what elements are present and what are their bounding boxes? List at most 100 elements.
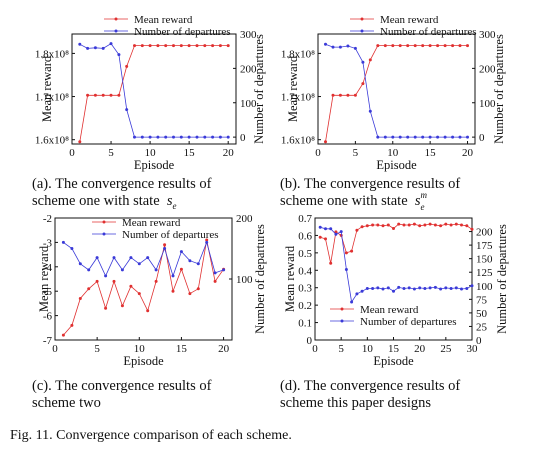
mean-reward-point: [324, 237, 327, 241]
departures-point: [470, 284, 474, 288]
mean-reward-point: [397, 222, 401, 226]
x-tick-label: 0: [315, 147, 321, 159]
departures-point: [353, 46, 357, 50]
panel-b-caption: (b). The convergence results of scheme o…: [280, 176, 460, 212]
mean-reward-point: [95, 279, 99, 283]
y-tick-label: 1.7x10⁸: [281, 92, 315, 104]
y-tick-label: 0.6: [298, 230, 312, 242]
x-tick-label: 20: [223, 147, 235, 159]
departures-point: [428, 135, 432, 139]
mean-reward-point: [179, 44, 183, 48]
mean-reward-point: [324, 140, 327, 144]
panel-a-state-symbol: s: [166, 193, 173, 209]
departures-point: [163, 247, 167, 250]
departures-point: [436, 135, 440, 139]
panel-d-caption: (d). The convergence results of scheme t…: [280, 378, 460, 412]
mean-reward-point: [211, 44, 215, 48]
legend-label: Number of departures: [380, 26, 477, 38]
mean-reward-point: [172, 44, 175, 48]
departures-point: [148, 135, 152, 139]
mean-reward-point: [109, 93, 113, 97]
departures-point: [104, 274, 108, 278]
mean-reward-point: [407, 223, 411, 227]
mean-reward-point: [203, 44, 207, 48]
departures-point: [211, 135, 215, 139]
mean-reward-point: [391, 44, 395, 48]
departures-point: [458, 135, 462, 139]
mean-reward-point: [154, 279, 158, 283]
panel-c-caption: (c). The convergence results of scheme t…: [32, 378, 211, 412]
departures-point: [402, 287, 406, 290]
mean-reward-point: [86, 93, 90, 97]
y-tick-label: 0.2: [298, 300, 312, 312]
x-tick-label: 15: [176, 343, 188, 355]
legend-swatch-marker: [114, 17, 118, 21]
departures-point: [443, 135, 447, 139]
departures-point: [460, 287, 463, 291]
mean-reward-point: [129, 284, 133, 288]
y-tick-label: 0: [307, 335, 313, 347]
mean-reward-point: [470, 227, 474, 231]
departures-point: [361, 60, 365, 64]
y2-axis-label: Number of departures: [495, 224, 509, 334]
y2-tick-label: 200: [479, 63, 496, 75]
mean-reward-point: [171, 289, 175, 293]
y2-tick-label: 200: [236, 213, 253, 225]
y-tick-label: 0.7: [298, 213, 312, 225]
departures-point: [218, 135, 222, 139]
departures-point: [350, 300, 354, 304]
mean-reward-point: [163, 243, 167, 247]
departures-point: [86, 46, 90, 50]
legend-label: Number of departures: [134, 26, 231, 38]
legend-label: Number of departures: [360, 316, 457, 328]
departures-point: [466, 135, 469, 139]
departures-point: [112, 256, 116, 260]
departures-point: [203, 135, 207, 139]
departures-point: [339, 230, 343, 234]
mean-reward-point: [466, 44, 469, 48]
x-axis-label: Episode: [123, 354, 164, 368]
legend-swatch-marker: [360, 17, 364, 21]
mean-reward-point: [428, 222, 432, 226]
departures-point: [324, 227, 327, 231]
mean-reward-point: [444, 222, 448, 226]
y2-tick-label: 0: [479, 132, 485, 144]
mean-reward-point: [454, 222, 458, 226]
mean-reward-point: [156, 44, 160, 48]
departures-point: [413, 135, 417, 139]
panel-b-state-symbol: s: [414, 193, 421, 209]
mean-reward-point: [137, 292, 141, 296]
legend-swatch-marker: [102, 220, 106, 224]
departures-point: [164, 135, 168, 139]
mean-reward-point: [195, 44, 199, 48]
y-tick-label: -2: [43, 213, 52, 225]
mean-reward-point: [164, 44, 168, 48]
panel-d-caption-line1: (d). The convergence results of: [280, 378, 461, 394]
departures-point: [465, 287, 469, 290]
x-tick-label: 20: [462, 147, 474, 159]
mean-reward-point: [376, 223, 380, 227]
departures-point: [101, 46, 105, 50]
departures-point: [133, 135, 136, 139]
x-tick-label: 25: [440, 343, 452, 355]
departures-point: [449, 287, 453, 290]
y2-tick-label: 150: [476, 254, 493, 266]
legend-swatch-marker: [360, 29, 364, 33]
y-axis-label: Mean reward: [37, 245, 51, 312]
departures-point: [391, 135, 395, 139]
mean-reward-point: [406, 44, 410, 48]
y-tick-label: 1.8x10⁸: [35, 48, 69, 60]
departures-point: [179, 135, 183, 139]
chart-panel-c: 0 5 10 15 20 -7 -6 -5 -4 -3 -2 100 200 Episode Mean re…: [37, 213, 267, 368]
departures-point: [140, 135, 144, 139]
departures-point: [213, 271, 217, 275]
departures-point: [172, 135, 175, 139]
mean-reward-point: [140, 44, 144, 48]
departures-point: [95, 256, 99, 260]
x-tick-label: 20: [218, 343, 230, 355]
mean-reward-point: [78, 140, 82, 144]
mean-reward-point: [383, 44, 387, 48]
departures-point: [205, 240, 209, 244]
chart-panel-d: 0 5 10 15 20 25 3000.10.20.30.40.50.60.7025507…: [283, 213, 509, 368]
